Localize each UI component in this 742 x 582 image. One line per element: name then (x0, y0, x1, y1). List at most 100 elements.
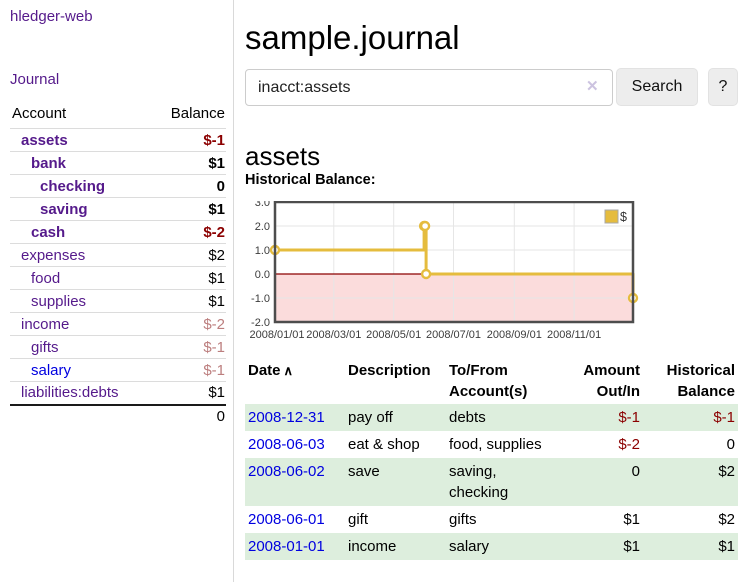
account-row-liabilities-debts: liabilities:debts $1 (10, 381, 226, 405)
account-row-checking: checking 0 (10, 174, 226, 198)
account-link-gifts[interactable]: gifts (31, 338, 59, 356)
svg-text:2008/11/01: 2008/11/01 (547, 329, 601, 341)
accounts-col-account: Account (12, 105, 67, 122)
register-row: 2008-01-01 income salary $1 $1 (245, 533, 738, 560)
register-col-description[interactable]: Description (348, 362, 431, 379)
account-link-income[interactable]: income (21, 315, 70, 333)
account-balance: $1 (151, 197, 226, 221)
chart-x-axis-labels: 2008/01/01 2008/03/01 2008/05/01 2008/07… (249, 329, 601, 341)
register-col-date[interactable]: Date ∧ (245, 358, 345, 404)
register-col-tofrom[interactable]: To/From Account(s) (449, 362, 528, 400)
transaction-balance: $-1 (713, 409, 735, 426)
transaction-date-link[interactable]: 2008-06-03 (248, 436, 325, 453)
search-input[interactable] (245, 69, 613, 106)
transaction-accounts: food, supplies (449, 436, 542, 453)
transaction-date-link[interactable]: 2008-01-01 (248, 538, 325, 555)
transaction-date-link[interactable]: 2008-06-01 (248, 511, 325, 528)
account-link-liabilities-debts[interactable]: liabilities:debts (21, 384, 119, 402)
transaction-amount: $-1 (618, 409, 640, 426)
search-button[interactable]: Search (616, 68, 698, 106)
chart-legend: $ (604, 209, 627, 224)
chart-border (273, 201, 635, 324)
accounts-total-balance: 0 (151, 403, 226, 428)
account-link-bank[interactable]: bank (31, 154, 67, 172)
account-link-food[interactable]: food (31, 269, 61, 287)
account-balance: $-1 (151, 358, 226, 382)
accounts-total-row: 0 (10, 403, 226, 428)
svg-text:2008/01/01: 2008/01/01 (249, 329, 304, 341)
transaction-accounts: salary (449, 538, 490, 555)
account-row-salary: salary $-1 (10, 358, 226, 382)
transaction-amount: 0 (631, 463, 640, 480)
account-balance: $1 (151, 266, 226, 290)
account-row-assets: assets $-1 (10, 128, 226, 152)
transaction-description: income (348, 538, 397, 555)
svg-text:2008/05/01: 2008/05/01 (366, 329, 421, 341)
transaction-description: gift (348, 511, 369, 528)
accounts-table: Account Balance assets $-1 bank $1 check… (10, 101, 226, 428)
historical-balance-chart: $ 3.0 2.0 1.0 0.0 -1.0 -2.0 2008/01/01 2… (249, 201, 639, 341)
register-table: Date ∧ Description To/From Account(s) Amo… (245, 358, 738, 560)
register-col-balance[interactable]: Historical Balance (666, 362, 735, 400)
accounts-col-balance: Balance (170, 105, 225, 122)
app-brand-link[interactable]: hledger-web (10, 8, 93, 25)
transaction-description: pay off (348, 409, 393, 426)
transaction-balance: $2 (718, 511, 735, 528)
account-balance: $-1 (151, 335, 226, 359)
account-row-expenses: expenses $2 (10, 243, 226, 267)
account-link-assets[interactable]: assets (21, 131, 68, 149)
register-row: 2008-06-02 save saving, checking 0 $2 (245, 458, 738, 506)
account-heading: assets (245, 140, 321, 171)
transaction-amount: $1 (623, 538, 640, 555)
account-row-food: food $1 (10, 266, 226, 290)
account-link-salary[interactable]: salary (31, 361, 72, 379)
transaction-accounts: saving, checking (449, 463, 509, 501)
transaction-accounts: debts (449, 409, 486, 426)
svg-text:0.0: 0.0 (255, 269, 270, 281)
sidebar-item-journal[interactable]: Journal (10, 71, 60, 88)
transaction-date-link[interactable]: 2008-12-31 (248, 409, 325, 426)
svg-text:2008/09/01: 2008/09/01 (487, 329, 542, 341)
clear-search-icon[interactable]: ✕ (586, 78, 599, 95)
legend-label: $ (620, 210, 627, 224)
account-row-saving: saving $1 (10, 197, 226, 221)
svg-text:3.0: 3.0 (255, 201, 270, 209)
svg-text:2008/07/01: 2008/07/01 (426, 329, 481, 341)
transaction-balance: $1 (718, 538, 735, 555)
account-link-saving[interactable]: saving (40, 200, 88, 218)
account-row-gifts: gifts $-1 (10, 335, 226, 359)
sidebar: hledger-web Journal Account Balance asse… (0, 0, 234, 582)
transaction-amount: $1 (623, 511, 640, 528)
svg-text:-2.0: -2.0 (251, 317, 270, 329)
account-balance: $-2 (151, 312, 226, 336)
account-balance: $1 (151, 289, 226, 313)
svg-text:1.0: 1.0 (255, 245, 270, 257)
account-row-supplies: supplies $1 (10, 289, 226, 313)
register-col-date-label: Date (248, 362, 281, 379)
account-link-checking[interactable]: checking (40, 177, 106, 195)
account-balance: 0 (151, 174, 226, 198)
account-balance: $-2 (151, 220, 226, 244)
register-row: 2008-06-01 gift gifts $1 $2 (245, 506, 738, 533)
svg-text:2.0: 2.0 (255, 221, 270, 233)
chart-y-axis-labels: 3.0 2.0 1.0 0.0 -1.0 -2.0 (251, 201, 270, 329)
accounts-header-row: Account Balance (10, 101, 226, 129)
account-row-income: income $-2 (10, 312, 226, 336)
register-row: 2008-12-31 pay off debts $-1 $-1 (245, 404, 738, 431)
account-balance: $1 (151, 151, 226, 175)
account-link-expenses[interactable]: expenses (21, 246, 86, 264)
account-link-cash[interactable]: cash (31, 223, 66, 241)
transaction-accounts: gifts (449, 511, 477, 528)
transaction-description: save (348, 463, 380, 480)
legend-swatch-icon (604, 209, 619, 224)
transaction-balance: $2 (718, 463, 735, 480)
account-link-supplies[interactable]: supplies (31, 292, 87, 310)
register-header-row: Date ∧ Description To/From Account(s) Amo… (245, 358, 738, 404)
transaction-description: eat & shop (348, 436, 420, 453)
account-row-cash: cash $-2 (10, 220, 226, 244)
svg-text:-1.0: -1.0 (251, 293, 270, 305)
transaction-date-link[interactable]: 2008-06-02 (248, 463, 325, 480)
register-col-amount[interactable]: Amount Out/In (583, 362, 640, 400)
help-button[interactable]: ? (708, 68, 738, 106)
transaction-amount: $-2 (618, 436, 640, 453)
